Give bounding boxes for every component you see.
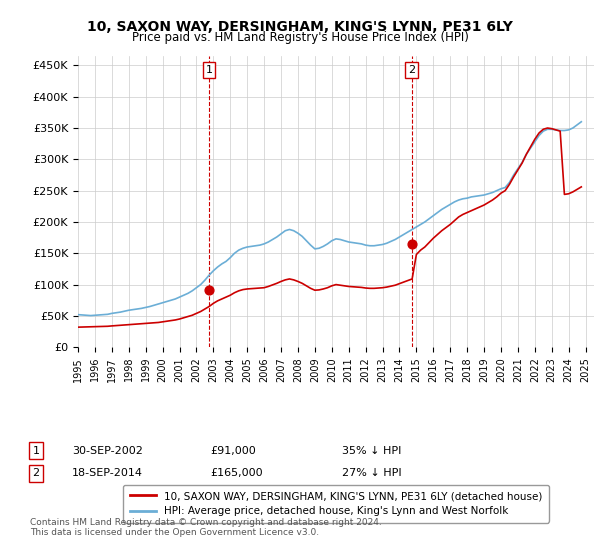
Point: [205, 286, 214, 295]
Text: Contains HM Land Registry data © Crown copyright and database right 2024.
This d: Contains HM Land Registry data © Crown c…: [30, 518, 382, 538]
Text: £91,000: £91,000: [210, 446, 256, 456]
Text: 35% ↓ HPI: 35% ↓ HPI: [342, 446, 401, 456]
Point: [407, 239, 416, 248]
Text: 1: 1: [32, 446, 40, 456]
Legend: 10, SAXON WAY, DERSINGHAM, KING'S LYNN, PE31 6LY (detached house), HPI: Average : 10, SAXON WAY, DERSINGHAM, KING'S LYNN, …: [124, 485, 548, 522]
Text: 30-SEP-2002: 30-SEP-2002: [72, 446, 143, 456]
Text: 2: 2: [408, 65, 415, 74]
Text: 10, SAXON WAY, DERSINGHAM, KING'S LYNN, PE31 6LY: 10, SAXON WAY, DERSINGHAM, KING'S LYNN, …: [87, 20, 513, 34]
Text: 2: 2: [32, 468, 40, 478]
Text: 18-SEP-2014: 18-SEP-2014: [72, 468, 143, 478]
Text: £165,000: £165,000: [210, 468, 263, 478]
Text: 1: 1: [206, 65, 212, 74]
Text: 27% ↓ HPI: 27% ↓ HPI: [342, 468, 401, 478]
Text: Price paid vs. HM Land Registry's House Price Index (HPI): Price paid vs. HM Land Registry's House …: [131, 31, 469, 44]
